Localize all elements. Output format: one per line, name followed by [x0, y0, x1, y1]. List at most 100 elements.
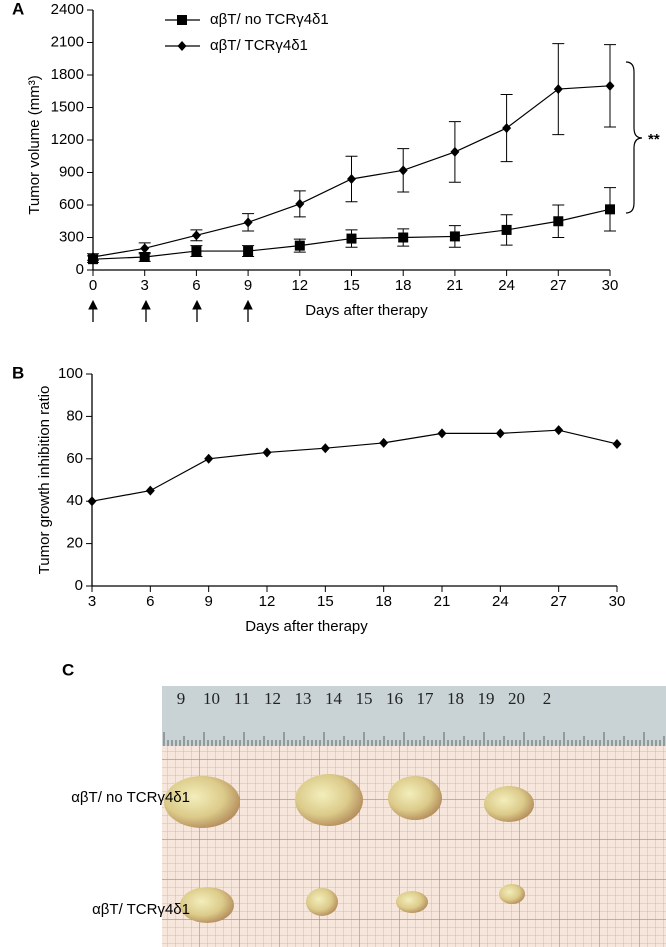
y-tick-label: 0 — [76, 261, 84, 278]
tumor — [164, 776, 240, 828]
marker — [191, 246, 202, 257]
x-tick-label: 15 — [317, 593, 334, 610]
x-tick-label: 12 — [291, 277, 308, 294]
y-tick-label: 1200 — [51, 131, 84, 148]
x-axis-label: Days after therapy — [305, 302, 428, 319]
y-axis-label: Tumor growth inhibition ratio — [36, 386, 53, 575]
dosing-arrows — [88, 299, 253, 322]
legend-label: αβT/ TCRγ4δ1 — [210, 37, 308, 54]
ruler-number: 17 — [417, 689, 435, 708]
x-tick-label: 21 — [434, 593, 451, 610]
y-tick-label: 1800 — [51, 66, 84, 83]
marker — [553, 216, 564, 227]
legend-marker — [177, 41, 187, 51]
marker — [605, 204, 615, 215]
marker — [347, 174, 356, 184]
y-tick-label: 80 — [66, 407, 83, 424]
x-tick-label: 27 — [550, 277, 567, 294]
x-tick-label: 30 — [609, 593, 626, 610]
x-tick-label: 24 — [498, 277, 515, 294]
marker — [139, 252, 150, 262]
legend-marker — [177, 15, 187, 25]
x-tick-label: 0 — [89, 277, 97, 294]
ruler-number: 16 — [386, 689, 403, 708]
y-tick-label: 900 — [59, 163, 84, 180]
ruler-number: 9 — [177, 689, 186, 708]
tumor — [295, 774, 363, 826]
marker — [243, 246, 254, 257]
marker — [262, 447, 272, 458]
marker — [295, 198, 305, 209]
marker — [449, 231, 460, 242]
y-tick-label: 1500 — [51, 98, 84, 115]
y-tick-label: 40 — [66, 492, 83, 509]
y-tick-label: 300 — [59, 228, 84, 245]
marker — [495, 428, 505, 439]
x-axis-label: Days after therapy — [245, 618, 368, 635]
ruler-number: 20 — [508, 689, 525, 708]
marker — [398, 165, 408, 176]
y-tick-label: 60 — [66, 450, 83, 467]
marker — [502, 123, 512, 134]
y-tick-label: 2400 — [51, 1, 84, 18]
marker — [379, 437, 389, 448]
ruler-number: 15 — [356, 689, 373, 708]
marker — [294, 240, 305, 251]
ruler-number: 19 — [478, 689, 495, 708]
x-tick-label: 3 — [141, 277, 149, 294]
ruler-number: 10 — [203, 689, 220, 708]
marker — [605, 80, 615, 91]
marker — [243, 217, 253, 228]
row-label: αβT/ no TCRγ4δ1 — [71, 789, 190, 806]
y-tick-label: 600 — [59, 196, 84, 213]
x-tick-label: 9 — [244, 277, 252, 294]
marker — [204, 453, 214, 464]
marker — [398, 232, 409, 243]
marker — [437, 428, 447, 439]
y-tick-label: 2100 — [51, 33, 84, 50]
tumor — [180, 887, 234, 923]
x-tick-label: 12 — [259, 593, 276, 610]
x-tick-label: 18 — [375, 593, 392, 610]
x-tick-label: 24 — [492, 593, 509, 610]
x-tick-label: 18 — [395, 277, 412, 294]
y-axis-label: Tumor volume (mm³) — [26, 75, 43, 214]
panel-label: B — [12, 363, 24, 382]
marker — [145, 485, 155, 496]
marker — [554, 425, 564, 436]
tumor — [396, 891, 428, 913]
marker — [140, 243, 150, 254]
x-tick-label: 30 — [602, 277, 619, 294]
ruler-ticks — [163, 732, 665, 746]
photo: 9 10 11 12 13 14 15 16 17 18 19 20 2 C αβT/ no TCRγ4… — [62, 660, 666, 947]
ruler-number: 12 — [264, 689, 281, 708]
ruler — [162, 686, 666, 746]
panel-label: A — [12, 0, 24, 18]
y-tick-label: 0 — [75, 577, 83, 594]
marker — [501, 224, 512, 235]
marker — [450, 146, 460, 157]
ruler-number: 18 — [447, 689, 464, 708]
x-tick-label: 21 — [447, 277, 464, 294]
legend-label: αβT/ no TCRγ4δ1 — [210, 11, 329, 28]
row-label: αβT/ TCRγ4δ1 — [92, 901, 190, 918]
marker — [87, 496, 97, 507]
x-tick-label: 6 — [146, 593, 154, 610]
tumor — [499, 884, 525, 904]
x-tick-label: 3 — [88, 593, 96, 610]
ruler-number: 14 — [325, 689, 343, 708]
tumor — [306, 888, 338, 916]
x-tick-label: 27 — [550, 593, 567, 610]
marker — [346, 233, 357, 244]
y-tick-label: 20 — [66, 535, 83, 552]
marker — [88, 252, 98, 262]
panel-label: C — [62, 660, 74, 679]
significance-bracket — [625, 61, 643, 214]
tumor — [484, 786, 534, 822]
ruler-number: 2 — [543, 689, 552, 708]
x-tick-label: 15 — [343, 277, 360, 294]
marker — [553, 84, 563, 95]
annotation: ** — [648, 131, 660, 148]
